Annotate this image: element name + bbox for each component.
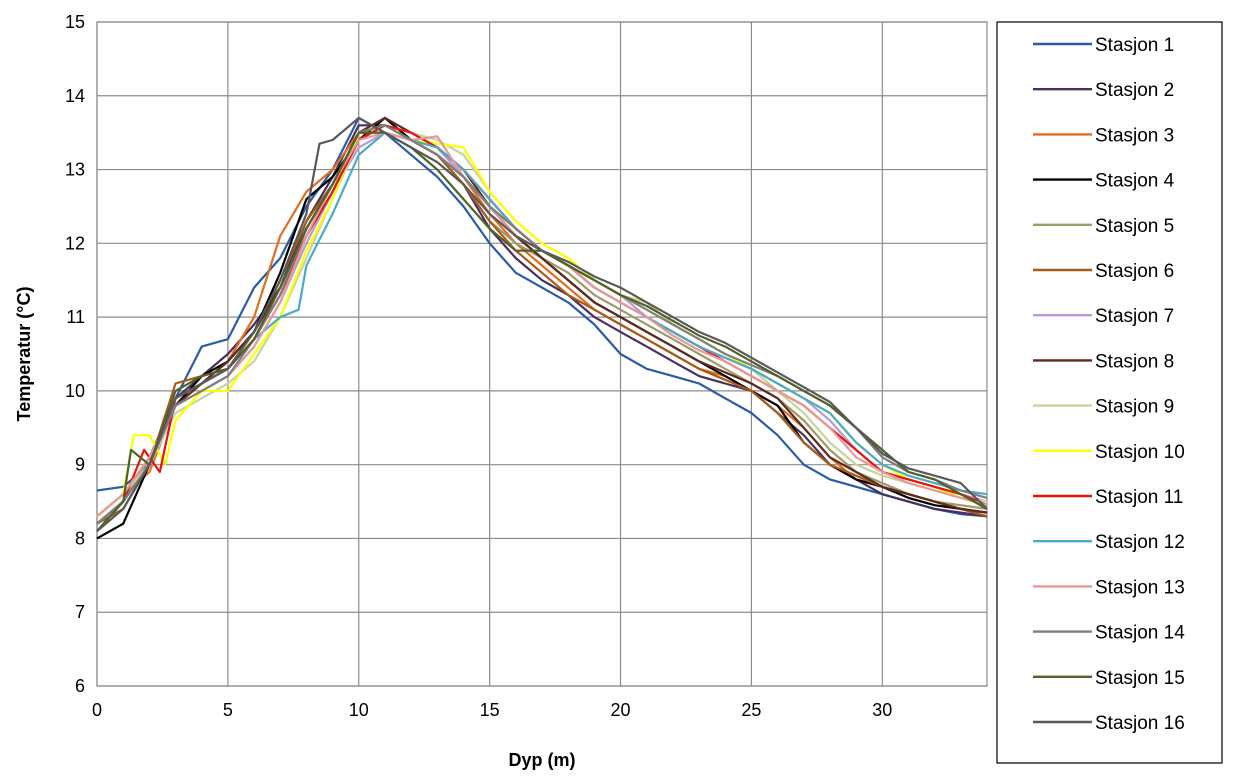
legend-entry-label: Stasjon 8: [1095, 351, 1174, 372]
plot-border: [96, 21, 988, 687]
legend-entry-label: Stasjon 4: [1095, 171, 1175, 192]
y-tick-label: 15: [65, 12, 85, 32]
x-tick-label: 20: [611, 700, 631, 720]
series-line: [96, 124, 988, 525]
legend: Stasjon 1 Stasjon 2 Stasjon 3 Stasjon 4 Stas…: [996, 21, 1223, 764]
series-line: [96, 131, 988, 518]
legend-entry-label: Stasjon 7: [1095, 306, 1174, 327]
x-tick-label: 30: [872, 700, 892, 720]
y-tick-label: 14: [65, 86, 85, 106]
x-tick-label: 15: [480, 700, 500, 720]
series-lines: [96, 116, 988, 540]
x-tick-label: 0: [92, 700, 102, 720]
series-line: [96, 124, 988, 518]
y-tick-label: 11: [66, 307, 85, 327]
legend-entry-label: Stasjon 3: [1095, 125, 1174, 146]
y-tick-label: 10: [65, 381, 85, 401]
series-line: [96, 124, 988, 525]
x-tick-label: 10: [349, 700, 369, 720]
x-tick-label: 5: [223, 700, 233, 720]
series-line: [96, 124, 988, 518]
legend-entry-label: Stasjon 5: [1095, 216, 1174, 237]
series-line: [96, 131, 988, 518]
series-line: [96, 124, 988, 525]
y-tick-label: 6: [75, 676, 85, 696]
legend-box: [996, 21, 1223, 764]
series-line: [96, 131, 988, 518]
y-axis-ticks: 6 7 8 9 10 11 12 13 14 15: [65, 12, 85, 696]
legend-entry-label: Stasjon 13: [1095, 577, 1185, 598]
y-tick-label: 8: [75, 528, 85, 548]
legend-entry-label: Stasjon 10: [1095, 442, 1185, 463]
x-axis-title: Dyp (m): [509, 750, 576, 770]
y-tick-label: 9: [75, 455, 85, 475]
legend-entry-label: Stasjon 1: [1095, 35, 1174, 56]
x-axis-ticks: 0 5 10 15 20 25 30: [92, 700, 892, 720]
series-line: [96, 116, 988, 525]
legend-entry-label: Stasjon 6: [1095, 261, 1174, 282]
series-line: [96, 116, 988, 532]
legend-entry-label: Stasjon 14: [1095, 623, 1185, 644]
legend-entry-label: Stasjon 2: [1095, 80, 1174, 101]
gridlines: [96, 21, 987, 687]
x-tick-label: 25: [741, 700, 761, 720]
series-line: [96, 124, 988, 525]
series-line: [96, 116, 988, 518]
y-tick-label: 13: [65, 160, 85, 180]
y-tick-label: 7: [75, 602, 85, 622]
legend-entry-label: Stasjon 15: [1095, 668, 1185, 689]
legend-entry-label: Stasjon 9: [1095, 397, 1174, 418]
legend-entry-label: Stasjon 12: [1095, 532, 1185, 553]
plot-area: [96, 21, 988, 687]
y-axis-title: Temperatur (°C): [14, 287, 34, 422]
legend-entry-label: Stasjon 16: [1095, 713, 1185, 734]
legend-entry-label: Stasjon 11: [1095, 487, 1183, 508]
y-tick-label: 12: [65, 233, 85, 253]
